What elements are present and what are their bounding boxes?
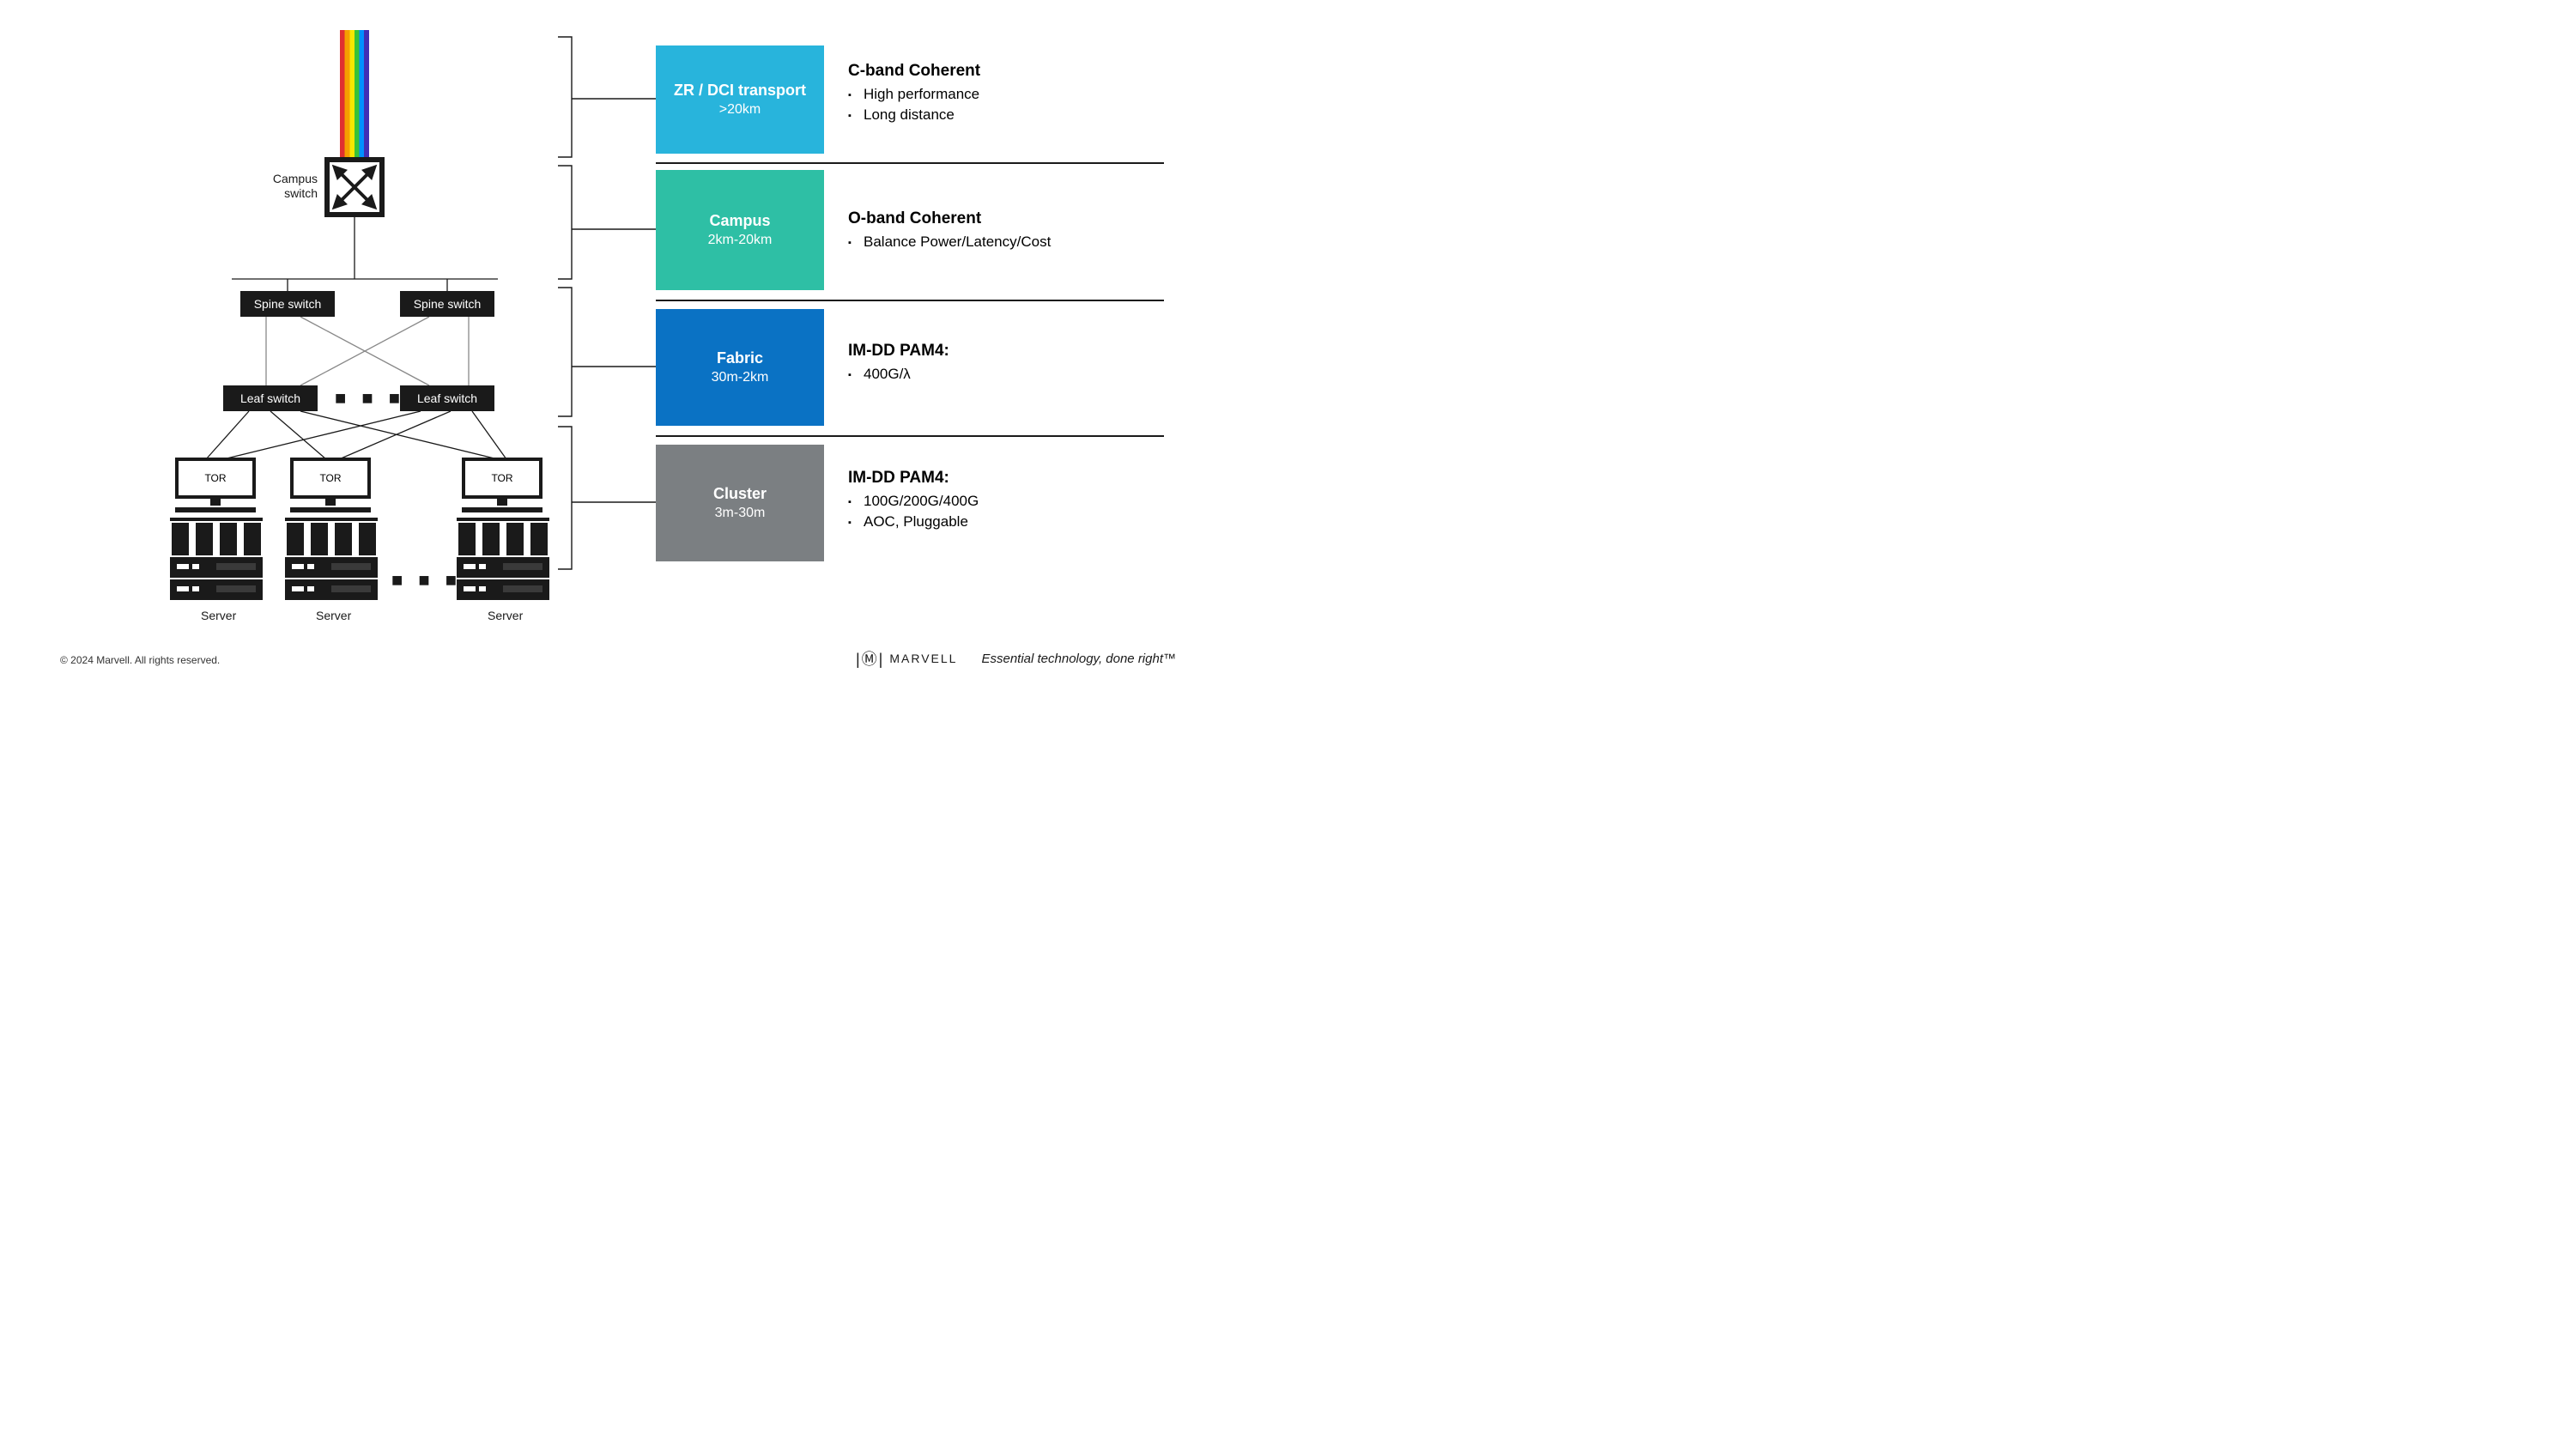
marvell-logo: |Ⓜ| MARVELL (856, 647, 957, 670)
separator (656, 435, 1164, 437)
desc-bullet: Long distance (848, 106, 1157, 124)
server-2 (285, 518, 378, 600)
copyright: © 2024 Marvell. All rights reserved. (60, 654, 220, 666)
desc-bullet: High performance (848, 86, 1157, 103)
desc-zr: C-band Coherent High performance Long dis… (848, 62, 1157, 127)
leaf-switch-2: Leaf switch (400, 385, 494, 411)
panel-fabric: Fabric 30m-2km (656, 309, 824, 426)
server-1 (170, 518, 263, 600)
network-diagram: Campus switch (155, 30, 549, 622)
panel-sub: 3m-30m (661, 506, 819, 521)
tor-label: TOR (290, 458, 371, 499)
desc-heading: C-band Coherent (848, 62, 1157, 81)
tagline: Essential technology, done right™ (981, 652, 1176, 666)
tor-3: TOR (462, 458, 542, 512)
desc-bullet: Balance Power/Latency/Cost (848, 233, 1157, 251)
desc-bullet: 400G/λ (848, 366, 1157, 383)
panel-zr: ZR / DCI transport >20km (656, 45, 824, 154)
desc-fabric: IM-DD PAM4: 400G/λ (848, 342, 1157, 386)
server-label: Server (201, 609, 236, 622)
layer-brackets (549, 30, 656, 579)
tor-2: TOR (290, 458, 371, 512)
server-label: Server (488, 609, 523, 622)
panel-campus: Campus 2km-20km (656, 170, 824, 290)
desc-bullet: AOC, Pluggable (848, 513, 1157, 530)
panel-title: Cluster (661, 485, 819, 504)
desc-heading: IM-DD PAM4: (848, 342, 1157, 361)
panel-title: Fabric (661, 349, 819, 368)
ellipsis-icon: ■ ■ ■ (391, 569, 462, 591)
server-3 (457, 518, 549, 600)
panel-sub: >20km (661, 102, 819, 118)
panel-sub: 2km-20km (661, 233, 819, 248)
panel-cluster: Cluster 3m-30m (656, 445, 824, 561)
ellipsis-icon: ■ ■ ■ (335, 387, 405, 409)
panel-sub: 30m-2km (661, 370, 819, 385)
tor-label: TOR (175, 458, 256, 499)
desc-cluster: IM-DD PAM4: 100G/200G/400G AOC, Pluggable (848, 469, 1157, 534)
tor-1: TOR (175, 458, 256, 512)
desc-campus: O-band Coherent Balance Power/Latency/Co… (848, 209, 1157, 254)
spine-switch-2: Spine switch (400, 291, 494, 317)
panel-title: ZR / DCI transport (661, 82, 819, 100)
desc-heading: IM-DD PAM4: (848, 469, 1157, 488)
logo-glyph-icon: |Ⓜ| (856, 647, 884, 670)
spine-switch-1: Spine switch (240, 291, 335, 317)
desc-bullet: 100G/200G/400G (848, 493, 1157, 510)
brand-text: MARVELL (889, 652, 957, 665)
leaf-switch-1: Leaf switch (223, 385, 318, 411)
separator (656, 162, 1164, 164)
footer-right: |Ⓜ| MARVELL Essential technology, done ri… (856, 647, 1176, 670)
server-label: Server (316, 609, 351, 622)
desc-heading: O-band Coherent (848, 209, 1157, 228)
tor-label: TOR (462, 458, 542, 499)
panel-title: Campus (661, 212, 819, 231)
separator (656, 300, 1164, 301)
